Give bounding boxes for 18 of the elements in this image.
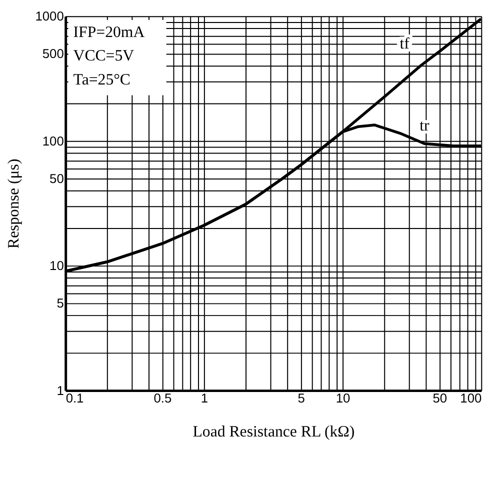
y-tick-label: 100 <box>42 133 64 148</box>
x-tick-label: 5 <box>298 390 305 406</box>
y-tick-label: 5 <box>56 296 64 311</box>
x-axis-title: Load Resistance RL (kΩ) <box>192 423 355 440</box>
annotation: Ta=25°C <box>73 71 130 88</box>
x-tick-label: 100 <box>460 390 482 406</box>
annotation: VCC=5V <box>73 48 135 65</box>
y-tick-label: 50 <box>50 170 64 186</box>
x-tick-label: 1 <box>200 390 208 406</box>
x-tick-label: 0.5 <box>154 390 172 406</box>
x-tick-label: 10 <box>336 390 350 406</box>
y-tick-label: 1000 <box>35 8 64 24</box>
annotation: IFP=20mA <box>73 24 146 41</box>
y-tick-label: 10 <box>50 258 64 274</box>
x-tick-label: 50 <box>432 390 448 406</box>
x-tick-label: 0.1 <box>66 390 84 406</box>
y-axis-title: Response (μs) <box>5 158 22 249</box>
y-tick-label: 500 <box>42 46 64 62</box>
